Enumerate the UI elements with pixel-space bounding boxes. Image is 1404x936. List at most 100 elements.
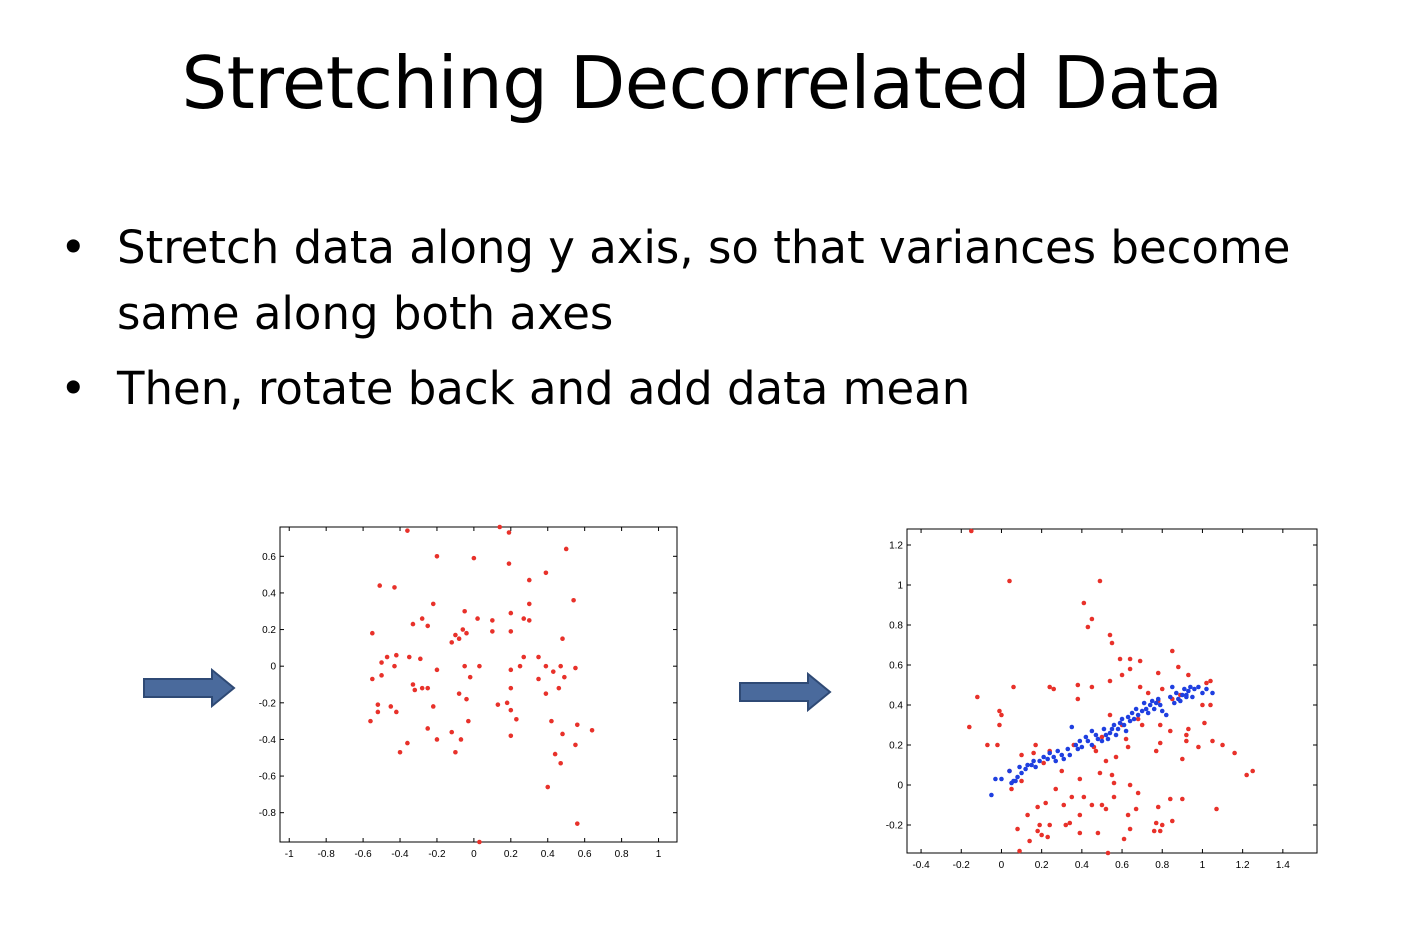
red-data-point (521, 654, 527, 660)
blue-data-point (1192, 686, 1197, 692)
red-data-point (985, 742, 990, 748)
red-data-point (464, 630, 469, 636)
red-data-point (1208, 678, 1213, 684)
red-data-point (1089, 802, 1095, 808)
y-tick-label: 1.2 (889, 541, 903, 552)
y-tick-label: 0.2 (889, 741, 903, 752)
y-tick-label: 0 (897, 781, 903, 792)
red-data-point (1184, 732, 1189, 738)
red-data-point (508, 685, 514, 691)
x-tick-label: 0 (999, 860, 1005, 871)
blue-data-point (1141, 700, 1147, 706)
x-tick-label: 0.4 (541, 849, 555, 860)
red-data-point (410, 682, 416, 687)
red-data-point (1081, 600, 1087, 606)
red-data-point (1220, 742, 1225, 748)
x-tick-label: 0.8 (615, 849, 629, 860)
red-data-point (1103, 758, 1109, 764)
red-data-point (1186, 726, 1191, 732)
red-data-point (1127, 826, 1133, 832)
red-data-point (1157, 740, 1163, 746)
x-tick-label: 0.8 (1155, 860, 1169, 871)
blue-data-point (1163, 712, 1169, 718)
red-data-point (1202, 720, 1207, 726)
red-data-point (464, 696, 469, 702)
blue-data-point (1045, 756, 1050, 762)
blue-data-point (1167, 694, 1173, 700)
red-data-point (375, 702, 381, 707)
red-data-point (1157, 722, 1163, 728)
red-data-point (1180, 796, 1185, 802)
red-data-point (997, 722, 1002, 728)
red-data-point (508, 733, 514, 739)
blue-data-point (1155, 696, 1161, 702)
red-data-point (999, 712, 1004, 718)
red-data-point (1125, 744, 1131, 750)
red-data-point (1204, 680, 1209, 686)
x-tick-label: 1 (656, 849, 662, 860)
red-data-point (571, 597, 576, 603)
red-data-point (456, 691, 462, 696)
red-data-point (418, 656, 423, 662)
blue-data-point (1182, 686, 1187, 692)
red-data-point (1047, 822, 1052, 828)
red-data-point (1244, 772, 1249, 778)
plot-frame (279, 526, 678, 843)
red-data-point (425, 623, 431, 629)
red-data-point (521, 616, 527, 621)
red-data-point (467, 674, 473, 680)
red-data-point (419, 616, 425, 621)
red-data-point (397, 749, 403, 755)
red-data-point (394, 709, 399, 715)
red-data-point (1121, 836, 1127, 842)
x-tick-label: -0.2 (428, 849, 446, 860)
red-data-point (573, 665, 578, 671)
red-data-point (392, 663, 397, 669)
red-data-point (392, 585, 397, 590)
red-data-point (536, 654, 541, 660)
red-data-point (406, 654, 412, 660)
red-data-point (1035, 828, 1040, 834)
red-data-point (1077, 776, 1083, 782)
red-data-point (477, 663, 482, 669)
red-data-point (1180, 756, 1185, 762)
red-data-point (495, 702, 501, 707)
red-data-point (453, 749, 458, 755)
blue-data-point (1145, 710, 1151, 716)
red-data-point (1200, 702, 1205, 708)
slide-title: Stretching Decorrelated Data (181, 41, 1223, 125)
red-data-point (477, 839, 482, 845)
red-data-point (1153, 748, 1159, 754)
bullet-text: Then, rotate back and add data mean (117, 362, 971, 415)
red-data-point (377, 583, 383, 588)
y-tick-label: 0 (270, 662, 276, 673)
red-data-point (1053, 786, 1059, 792)
red-data-point (1075, 682, 1081, 688)
blue-data-point (1095, 736, 1101, 742)
red-data-point (1085, 624, 1091, 630)
red-data-point (497, 524, 503, 530)
blue-data-point (1083, 734, 1089, 740)
red-data-point (526, 618, 532, 623)
blue-data-point (1172, 700, 1177, 706)
blue-data-point (1147, 702, 1153, 708)
blue-data-point (1065, 746, 1071, 752)
red-data-point (558, 663, 563, 669)
blue-data-point (1135, 712, 1141, 718)
red-data-point (449, 729, 455, 735)
blue-data-point (1061, 756, 1067, 762)
red-data-point (508, 610, 514, 616)
red-data-point (1007, 578, 1012, 584)
blue-data-point (1031, 758, 1036, 764)
x-tick-label: 1 (1200, 860, 1206, 871)
red-data-point (388, 704, 394, 709)
red-data-point (434, 554, 440, 559)
y-tick-label: 0.4 (262, 588, 276, 599)
red-data-point (543, 570, 549, 576)
red-data-point (1097, 770, 1103, 776)
red-data-point (1025, 812, 1030, 818)
blue-data-point (1099, 738, 1105, 744)
blue-data-point (1075, 746, 1081, 752)
red-data-point (1155, 804, 1161, 810)
red-data-point (560, 636, 565, 642)
